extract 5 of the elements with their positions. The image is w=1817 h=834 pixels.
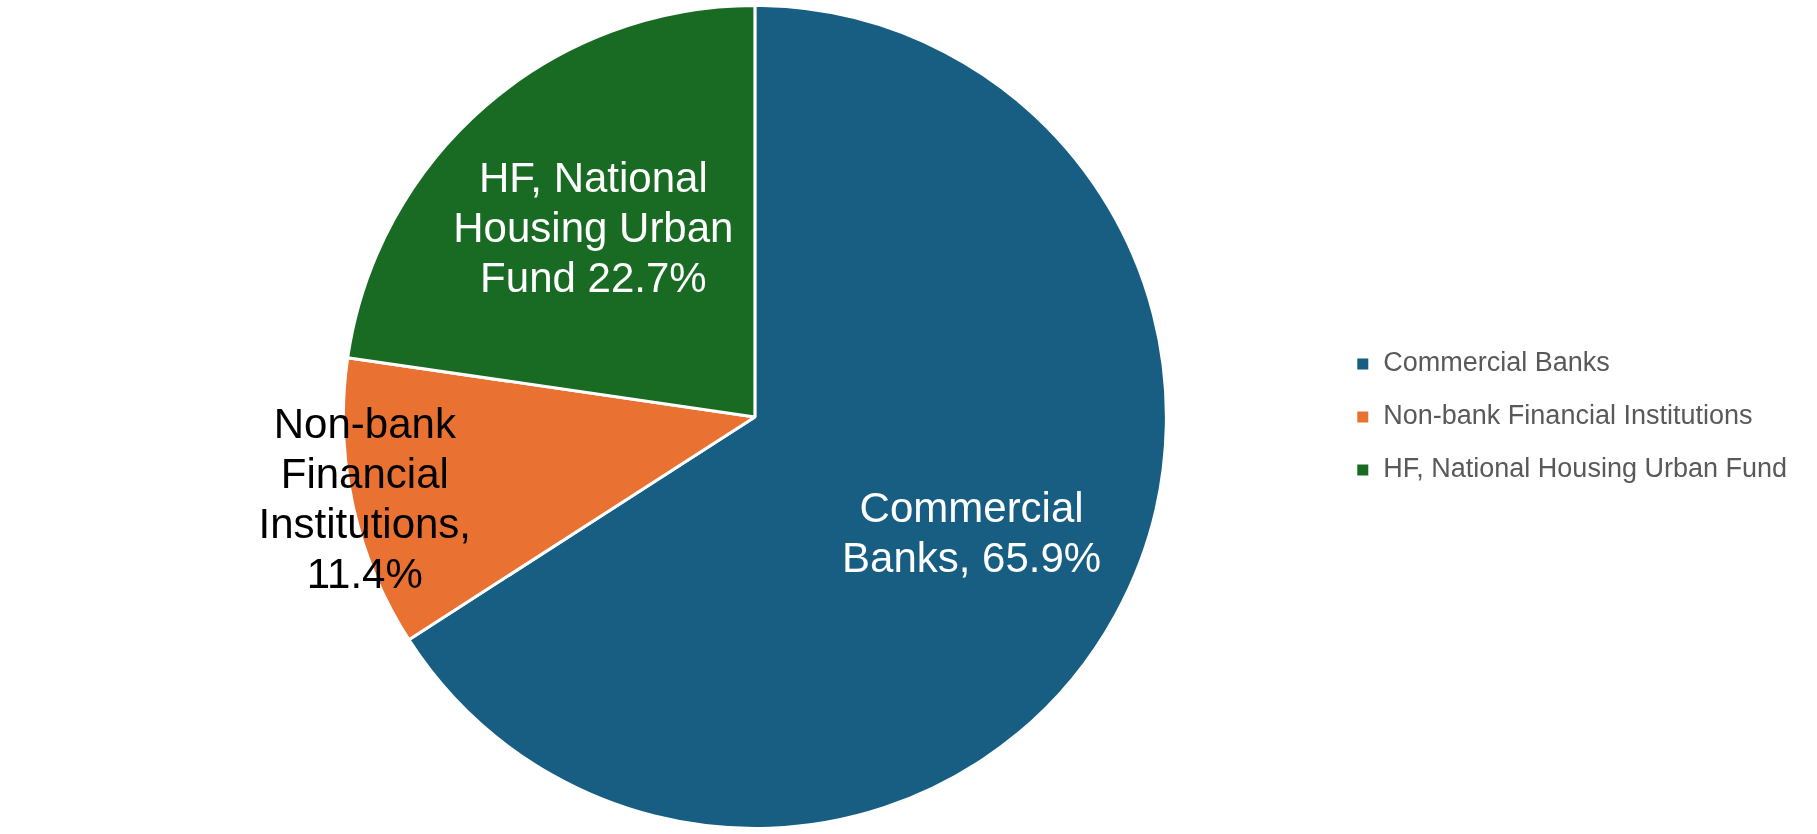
data-label: Commercial Banks, 65.9% <box>842 483 1102 581</box>
legend-label: Non-bank Financial Institutions <box>1383 400 1753 431</box>
data-label: HF, National Housing Urban Fund 22.7% <box>453 153 734 301</box>
legend-label: HF, National Housing Urban Fund <box>1383 453 1788 484</box>
legend-label: Commercial Banks <box>1383 347 1610 378</box>
